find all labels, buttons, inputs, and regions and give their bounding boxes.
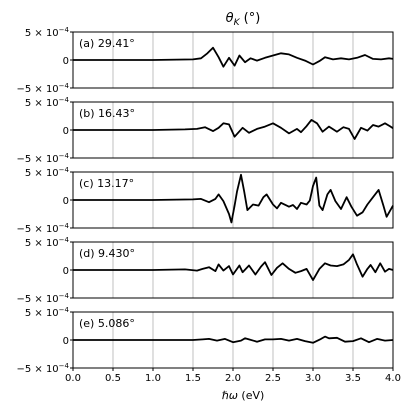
x-axis-label: ℏω (eV) <box>222 389 265 402</box>
panel: 5 × 10−4 0 −5 × 10−4 (a) 29.41° <box>16 26 394 95</box>
series-line <box>73 46 394 68</box>
y-tick-label-top: 5 × 10−4 <box>25 96 70 109</box>
y-tick-label-top: 5 × 10−4 <box>25 26 70 39</box>
y-tick-label-zero: 0 <box>63 336 69 347</box>
x-tick-label: 3.0 <box>305 373 321 384</box>
y-tick-label-zero: 0 <box>63 266 69 277</box>
panel-label: (d) 9.430° <box>79 247 135 260</box>
series-line <box>73 173 394 224</box>
y-tick-label-zero: 0 <box>63 196 69 207</box>
panel-label: (b) 16.43° <box>79 107 135 120</box>
x-tick-label: 4.0 <box>385 373 401 384</box>
y-tick-label-bottom: −5 × 10−4 <box>16 362 69 375</box>
x-tick-label: 1.5 <box>185 373 201 384</box>
y-tick-label-bottom: −5 × 10−4 <box>16 152 69 165</box>
y-tick-label-zero: 0 <box>63 56 69 67</box>
x-axis: 0.0 0.5 1.0 1.5 2.0 2.5 3.0 3.5 4.0 <box>65 368 401 384</box>
y-tick-label-zero: 0 <box>63 126 69 137</box>
series-line <box>73 253 394 281</box>
x-tick-label: 2.0 <box>225 373 241 384</box>
y-tick-label-top: 5 × 10−4 <box>25 166 70 179</box>
series-line <box>73 119 394 140</box>
y-tick-label-bottom: −5 × 10−4 <box>16 292 69 305</box>
panel-label: (e) 5.086° <box>79 317 135 330</box>
x-tick-label: 0.0 <box>65 373 81 384</box>
panel: 5 × 10−4 0 −5 × 10−4 (b) 16.43° <box>16 96 394 165</box>
y-tick-label-bottom: −5 × 10−4 <box>16 82 69 95</box>
panel: 5 × 10−4 0 −5 × 10−4 (e) 5.086° <box>16 306 394 375</box>
y-tick-label-top: 5 × 10−4 <box>25 236 70 249</box>
chart-title: θK (°) <box>226 11 261 28</box>
x-tick-label: 2.5 <box>265 373 281 384</box>
series-line <box>73 335 394 344</box>
y-tick-label-top: 5 × 10−4 <box>25 306 70 319</box>
panel: 5 × 10−4 0 −5 × 10−4 (d) 9.430° <box>16 236 394 305</box>
chart-panels: 5 × 10−4 0 −5 × 10−4 (a) 29.41° 5 × 10−4 0 −5 … <box>16 26 394 375</box>
panel-label: (c) 13.17° <box>79 177 134 190</box>
panel: 5 × 10−4 0 −5 × 10−4 (c) 13.17° <box>16 166 394 235</box>
panel-label: (a) 29.41° <box>79 37 135 50</box>
x-tick-label: 3.5 <box>345 373 361 384</box>
y-tick-label-bottom: −5 × 10−4 <box>16 222 69 235</box>
x-tick-label: 0.5 <box>105 373 121 384</box>
x-tick-label: 1.0 <box>145 373 161 384</box>
